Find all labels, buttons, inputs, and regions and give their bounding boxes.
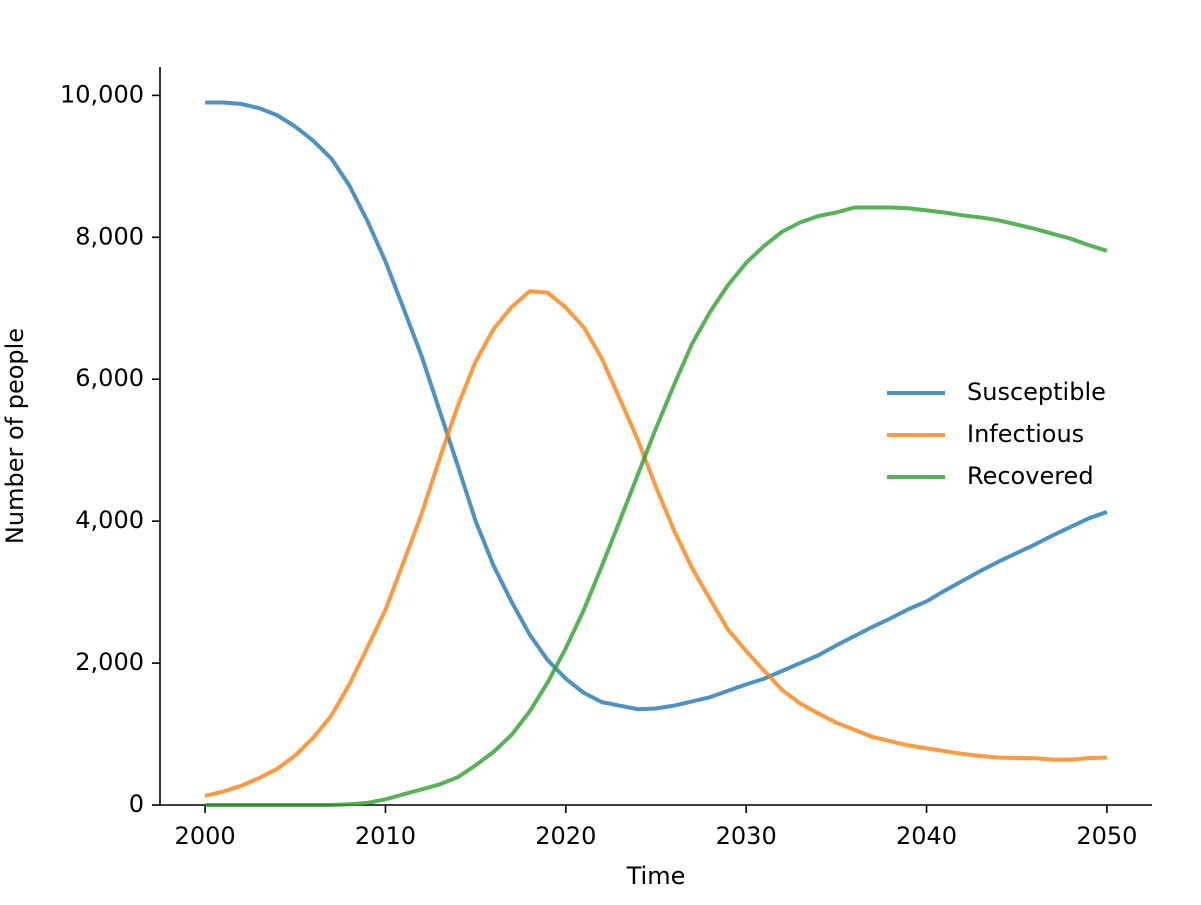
x-tick-label: 2020 <box>535 822 596 850</box>
x-axis-label: Time <box>626 862 686 890</box>
y-tick-label: 8,000 <box>75 222 144 250</box>
y-axis-label: Number of people <box>1 328 29 544</box>
x-tick-label: 2030 <box>716 822 777 850</box>
line-series <box>205 205 1108 807</box>
x-tick-label: 2040 <box>896 822 957 850</box>
x-tick-label: 2000 <box>175 822 236 850</box>
legend-label: Recovered <box>967 462 1094 490</box>
y-tick-label: 10,000 <box>60 80 144 108</box>
x-tick-label: 2050 <box>1076 822 1137 850</box>
y-tick-label: 6,000 <box>75 364 144 392</box>
y-tick-label: 4,000 <box>75 506 144 534</box>
y-tick-label: 2,000 <box>75 648 144 676</box>
legend-label: Susceptible <box>967 378 1106 406</box>
line-series <box>205 100 1108 712</box>
x-tick-label: 2010 <box>355 822 416 850</box>
line-series <box>204 289 1107 798</box>
y-tick-label: 0 <box>129 790 144 818</box>
legend-label: Infectious <box>967 420 1084 448</box>
